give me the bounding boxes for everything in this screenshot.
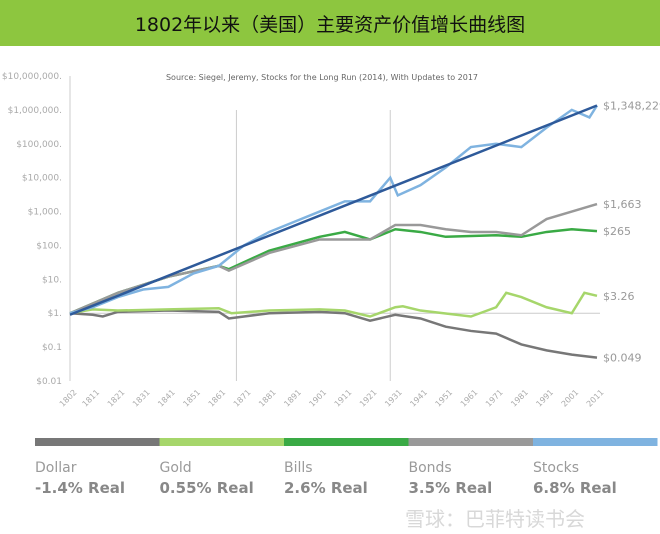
end-label-dollar: $0.049 <box>603 352 642 365</box>
legend-rate: 0.55% Real <box>159 479 254 497</box>
series-line-bonds <box>69 202 598 315</box>
y-tick-label: $1,000. <box>28 208 62 218</box>
end-label-stocks: $1,348,229 <box>603 99 660 112</box>
x-tick-label: 1881 <box>257 388 278 409</box>
x-tick-label: 1971 <box>484 388 505 409</box>
y-tick-label: $10. <box>42 275 62 285</box>
x-tick-label: 1911 <box>333 388 354 409</box>
x-tick-label: 1921 <box>358 388 379 409</box>
x-tick-label: 1941 <box>408 388 429 409</box>
legend-name: Bonds <box>408 460 452 476</box>
end-label-bills: $265 <box>603 225 631 238</box>
legend-swatch <box>533 438 658 446</box>
legend-rate: -1.4% Real <box>35 479 126 497</box>
legend-item: Stocks 6.8% Real <box>533 460 617 497</box>
x-tick-label: 1802 <box>58 388 79 409</box>
y-tick-label: $10,000. <box>22 174 62 184</box>
legend-rate: 6.8% Real <box>533 479 617 497</box>
y-tick-label: $0.1 <box>42 343 62 353</box>
y-tick-label: $0.01 <box>36 377 62 387</box>
x-tick-label: 1891 <box>282 388 303 409</box>
trend-line <box>69 104 598 316</box>
x-tick-label: 1931 <box>383 388 404 409</box>
x-tick-label: 1811 <box>81 388 102 409</box>
y-tick-label: $1,000,000. <box>8 106 62 116</box>
legend-item: Bonds 3.5% Real <box>409 460 493 497</box>
legend-name: Dollar <box>35 460 77 476</box>
legend-item: Bills 2.6% Real <box>284 460 368 497</box>
legend-item: Dollar -1.4% Real <box>35 460 125 497</box>
legend-rate: 3.5% Real <box>408 479 493 497</box>
x-tick-label: 1861 <box>207 388 228 409</box>
legend-swatch <box>284 438 409 446</box>
legend-name: Stocks <box>533 460 580 476</box>
x-tick-label: 1851 <box>181 388 202 409</box>
x-tick-label: 1951 <box>434 388 455 409</box>
chart-title: 1802年以来（美国）主要资产价值增长曲线图 <box>0 0 660 46</box>
legend-swatch <box>159 438 284 446</box>
x-tick-label: 1961 <box>459 388 480 409</box>
legend-swatch <box>35 438 160 446</box>
y-tick-label: $1. <box>48 309 62 319</box>
x-tick-label: 1871 <box>232 388 253 409</box>
x-tick-label: 1821 <box>106 388 127 409</box>
x-tick-label: 1991 <box>534 388 555 409</box>
x-tick-label: 1981 <box>509 388 530 409</box>
legend-name: Gold <box>159 460 192 476</box>
y-tick-label: $100,000. <box>16 140 62 150</box>
series-line-dollar <box>69 309 598 359</box>
x-tick-label: 2011 <box>585 388 606 409</box>
watermark: 雪球：巴菲特读书会 <box>405 507 585 531</box>
y-tick-label: $100. <box>36 241 62 251</box>
x-tick-label: 1841 <box>156 388 177 409</box>
legend-swatch <box>408 438 533 446</box>
x-tick-label: 1831 <box>131 388 152 409</box>
series-line-gold <box>69 291 598 318</box>
series-line-bills <box>69 227 598 315</box>
x-tick-label: 2001 <box>560 388 581 409</box>
end-label-bonds: $1,663 <box>603 198 642 211</box>
legend-name: Bills <box>284 460 313 476</box>
x-tick-label: 1901 <box>307 388 328 409</box>
end-label-gold: $3.26 <box>603 290 635 303</box>
legend-item: Gold 0.55% Real <box>160 460 254 497</box>
y-tick-label: $10,000,000. <box>2 72 62 82</box>
subtitle: Source: Siegel, Jeremy, Stocks for the L… <box>166 73 478 82</box>
legend-rate: 2.6% Real <box>284 479 368 497</box>
